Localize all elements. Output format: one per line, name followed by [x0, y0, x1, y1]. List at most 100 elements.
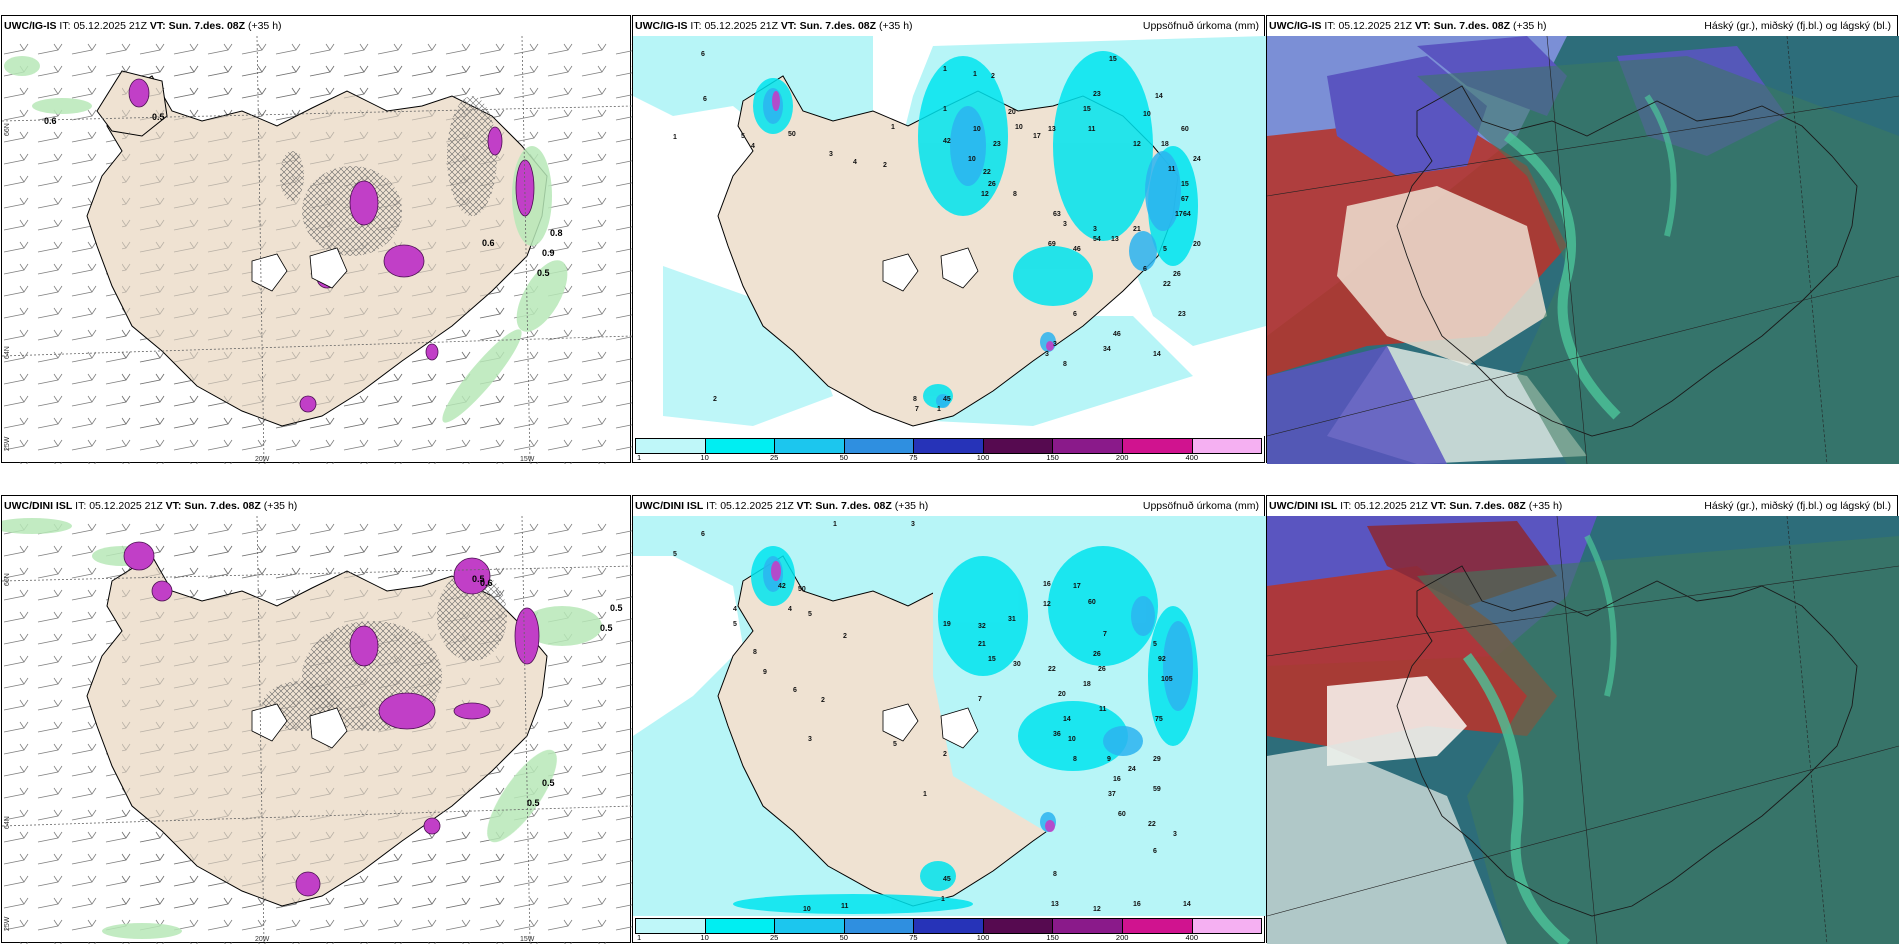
precip-value-label: 5 — [673, 551, 677, 558]
panel-header: UWC/IG-IS IT: 05.12.2025 21Z VT: Sun. 7.… — [635, 18, 1263, 34]
precip-value-label: 22 — [983, 169, 991, 176]
it-label: IT: — [75, 500, 87, 512]
precip-value-label: 3 — [1045, 351, 1049, 358]
precip-value-label: 20 — [1008, 109, 1016, 116]
precip-value-label: 3 — [1053, 341, 1057, 348]
cbar-label: 100 — [976, 453, 990, 462]
precip-value-label: 5 — [808, 611, 812, 618]
precip-value-label: 11 — [1099, 706, 1107, 713]
lead-time: (+35 h) — [1528, 500, 1563, 512]
precip-value-label: 12 — [1133, 141, 1141, 148]
cbar-swatch-5 — [983, 439, 1054, 453]
model-name: UWC/IG-IS — [1269, 20, 1322, 32]
lon-tick-20w: 20W — [255, 456, 270, 463]
precip-value-label: 29 — [1153, 756, 1161, 763]
precip-value-label: 14 — [1155, 93, 1163, 100]
precip-value-label: 2 — [883, 162, 887, 169]
precip-value-label: 21 — [978, 641, 986, 648]
panel-top-left-wind-map: UWC/IG-IS IT: 05.12.2025 21Z VT: Sun. 7.… — [1, 15, 632, 464]
precip-value-label: 1 — [891, 124, 895, 131]
model-name: UWC/DINI ISL — [1269, 500, 1338, 512]
precip-value-label: 26 — [1098, 666, 1106, 673]
precip-value-label: 1 — [941, 896, 945, 903]
precip-value-label: 60 — [1118, 811, 1126, 818]
panel-header: UWC/IG-IS IT: 05.12.2025 21Z VT: Sun. 7.… — [1269, 18, 1895, 34]
precip-value-label: 3 — [911, 521, 915, 528]
precip-value-label: 22 — [1148, 821, 1156, 828]
colorbar-swatches — [635, 438, 1262, 454]
cbar-swatch-3 — [844, 439, 915, 453]
precip-value-label: 26 — [1173, 271, 1181, 278]
contour-label: 0.9 — [542, 248, 555, 258]
precip-value-label: 1 — [937, 406, 941, 413]
panel-header: UWC/DINI ISL IT: 05.12.2025 21Z VT: Sun.… — [1269, 498, 1895, 514]
precip-value-label: 105 — [1161, 676, 1173, 683]
cloud-map-canvas — [1267, 515, 1899, 944]
precip-value-label: 22 — [1048, 666, 1056, 673]
precip-value-label: 8 — [1073, 756, 1077, 763]
precip-value-label: 3 — [1093, 226, 1097, 233]
precip-value-label: 1 — [973, 71, 977, 78]
precip-value-label: 8 — [1053, 871, 1057, 878]
lat-tick-64: 64N — [4, 816, 11, 829]
lead-time: (+35 h) — [894, 500, 929, 512]
model-name: UWC/IG-IS — [635, 20, 688, 32]
precip-value-label: 17 — [1073, 583, 1081, 590]
precip-value-label: 2 — [943, 751, 947, 758]
precip-value-label: 5 — [1163, 246, 1167, 253]
it-label: IT: — [1324, 20, 1336, 32]
contour-label: 0.5 — [610, 603, 623, 613]
precip-value-label: 10 — [968, 156, 976, 163]
contour-label: 0.5 — [537, 268, 550, 278]
vt-label: VT: — [796, 500, 813, 512]
precip-value-label: 14 — [1153, 351, 1161, 358]
it-label: IT: — [706, 500, 718, 512]
precip-value-label: 3 — [1173, 831, 1177, 838]
precip-value-label: 4 — [751, 143, 755, 150]
precip-value-label: 1 — [943, 66, 947, 73]
contour-label: 0.8 — [550, 228, 563, 238]
contour-label: 0.5 — [600, 623, 613, 633]
precip-value-label: 8 — [913, 396, 917, 403]
cbar-label: 1 — [637, 933, 642, 942]
precip-value-label: 19 — [943, 621, 951, 628]
cbar-swatch-7 — [1122, 439, 1193, 453]
precip-value-label: 7 — [1103, 631, 1107, 638]
precip-value-label: 22 — [1163, 281, 1171, 288]
contour-label: 0.5 — [152, 112, 165, 122]
precip-value-label: 6 — [1073, 311, 1077, 318]
wind-map-canvas: 0.5 0.5 0.6 0.5 0.5 0.5 — [2, 515, 632, 944]
precip-value-label: 17 — [1175, 211, 1183, 218]
precip-value-label: 26 — [1093, 651, 1101, 658]
cbar-label: 150 — [1046, 453, 1059, 462]
model-name: UWC/DINI ISL — [635, 500, 704, 512]
precip-value-label: 67 — [1181, 196, 1189, 203]
vt-label: VT: — [149, 20, 166, 32]
cbar-swatch-1 — [705, 919, 776, 933]
cbar-label: 150 — [1046, 933, 1059, 942]
cbar-label: 50 — [839, 933, 848, 942]
precip-value-label: 26 — [988, 181, 996, 188]
precip-value-label: 5 — [893, 741, 897, 748]
precip-value-label: 21 — [1133, 226, 1141, 233]
colorbar-swatches — [635, 918, 1262, 934]
cloud-map-canvas — [1267, 35, 1899, 464]
precip-value-label: 11 — [841, 903, 849, 910]
precip-value-label: 60 — [1181, 126, 1189, 133]
cbar-swatch-2 — [775, 439, 845, 453]
precip-value-label: 9 — [763, 669, 767, 676]
it-value: 05.12.2025 21Z — [1354, 500, 1428, 512]
precip-value-label: 24 — [1128, 766, 1136, 773]
precip-value-label: 10 — [1015, 124, 1023, 131]
precip-value-label: 8 — [1013, 191, 1017, 198]
lat-tick-66: 66N — [4, 573, 11, 586]
colorbar: 1 10 25 50 75 100 150 200 400 — [633, 436, 1264, 462]
precip-value-label: 17 — [1033, 133, 1041, 140]
lat-tick-25w: 25W — [4, 436, 11, 451]
lead-time: (+35 h) — [247, 20, 282, 32]
cbar-label: 400 — [1185, 453, 1199, 462]
precip-value-label: 24 — [1193, 156, 1201, 163]
panel-title: Háský (gr.), miðský (fj.bl.) og lágský (… — [1704, 500, 1891, 512]
precip-value-label: 12 — [1043, 601, 1051, 608]
cbar-label: 100 — [976, 933, 990, 942]
